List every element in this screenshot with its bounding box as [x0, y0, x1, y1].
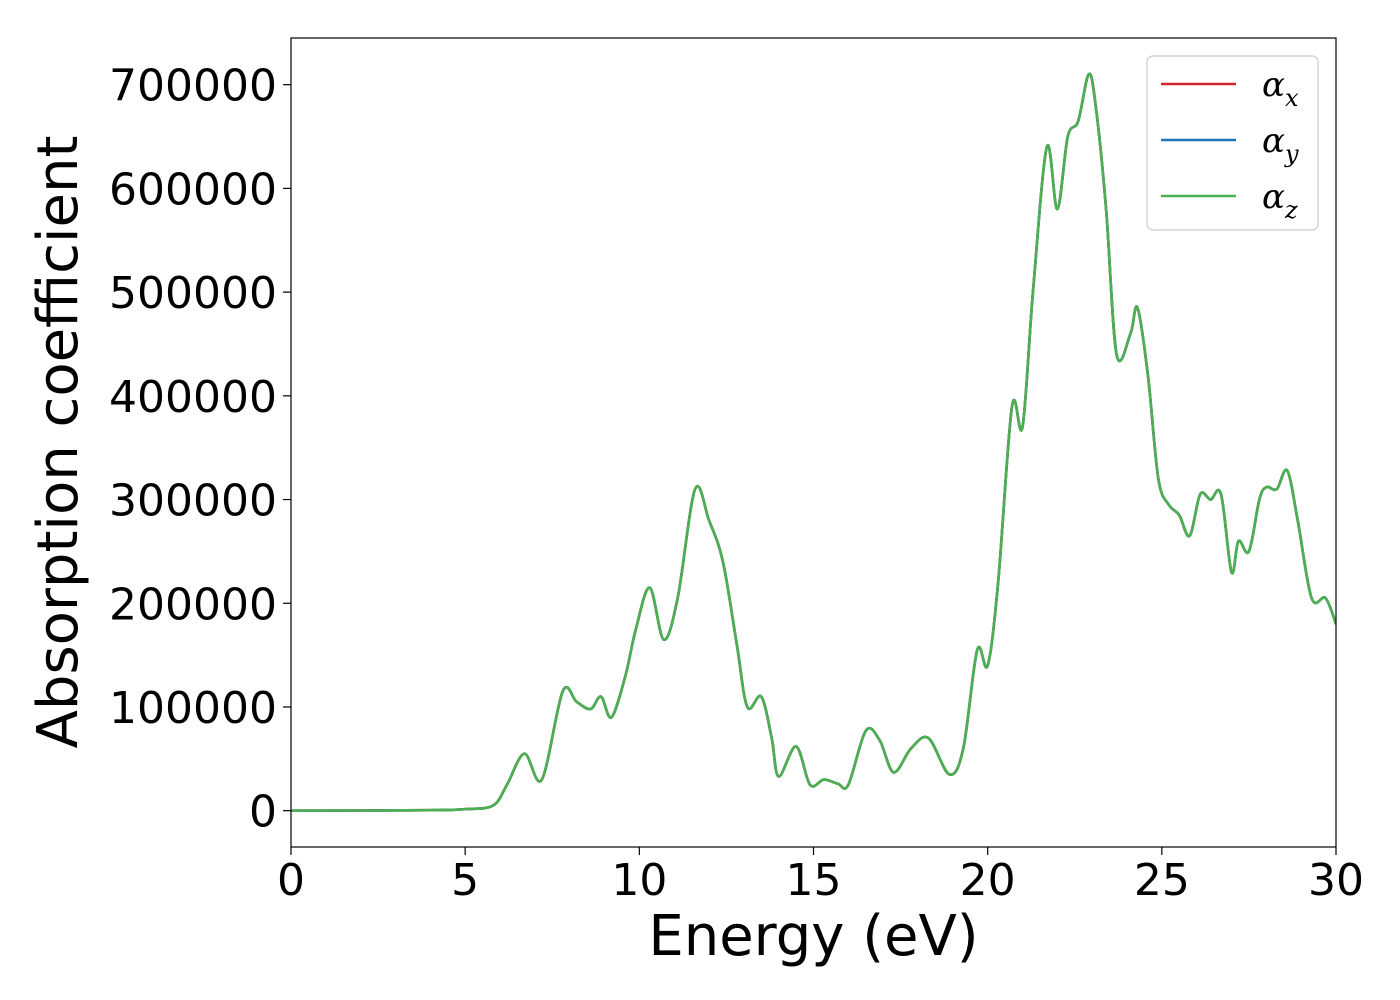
x-tick-label: 5	[451, 855, 479, 906]
legend-symbol: α	[1262, 121, 1285, 161]
legend-label: αx	[1262, 65, 1299, 112]
legend-symbol: α	[1262, 177, 1285, 217]
series-alpha-z-line	[291, 72, 1336, 812]
legend-label: αz	[1262, 177, 1298, 224]
x-axis-ticks: 0 5 10 15 20 25 30	[277, 847, 1364, 906]
y-tick-label: 600000	[109, 164, 277, 215]
x-tick-label: 10	[611, 855, 667, 906]
series-layer	[291, 72, 1336, 812]
legend-label: αy	[1262, 121, 1299, 168]
y-tick-label: 700000	[109, 61, 277, 112]
y-tick-label: 200000	[109, 579, 277, 630]
x-tick-label: 0	[277, 855, 305, 906]
x-tick-label: 15	[786, 855, 842, 906]
legend-frame	[1146, 55, 1319, 231]
legend-symbol: α	[1262, 65, 1285, 105]
y-tick-label: 300000	[109, 476, 277, 527]
y-tick-label: 400000	[109, 372, 277, 423]
y-tick-label: 500000	[109, 268, 277, 319]
y-axis-label: Absorption coefficient	[26, 136, 91, 749]
y-tick-label: 100000	[109, 683, 277, 734]
legend-subscript: y	[1284, 140, 1299, 168]
x-axis-label: Energy (eV)	[648, 904, 978, 969]
x-tick-label: 25	[1134, 855, 1190, 906]
x-tick-label: 20	[960, 855, 1016, 906]
legend-subscript: x	[1285, 84, 1299, 112]
legend-subscript: z	[1284, 196, 1298, 224]
x-tick-label: 30	[1308, 855, 1364, 906]
y-axis-ticks: 0 100000 200000 300000 400000 500000 600000 700…	[109, 61, 291, 838]
y-tick-label: 0	[249, 787, 277, 838]
